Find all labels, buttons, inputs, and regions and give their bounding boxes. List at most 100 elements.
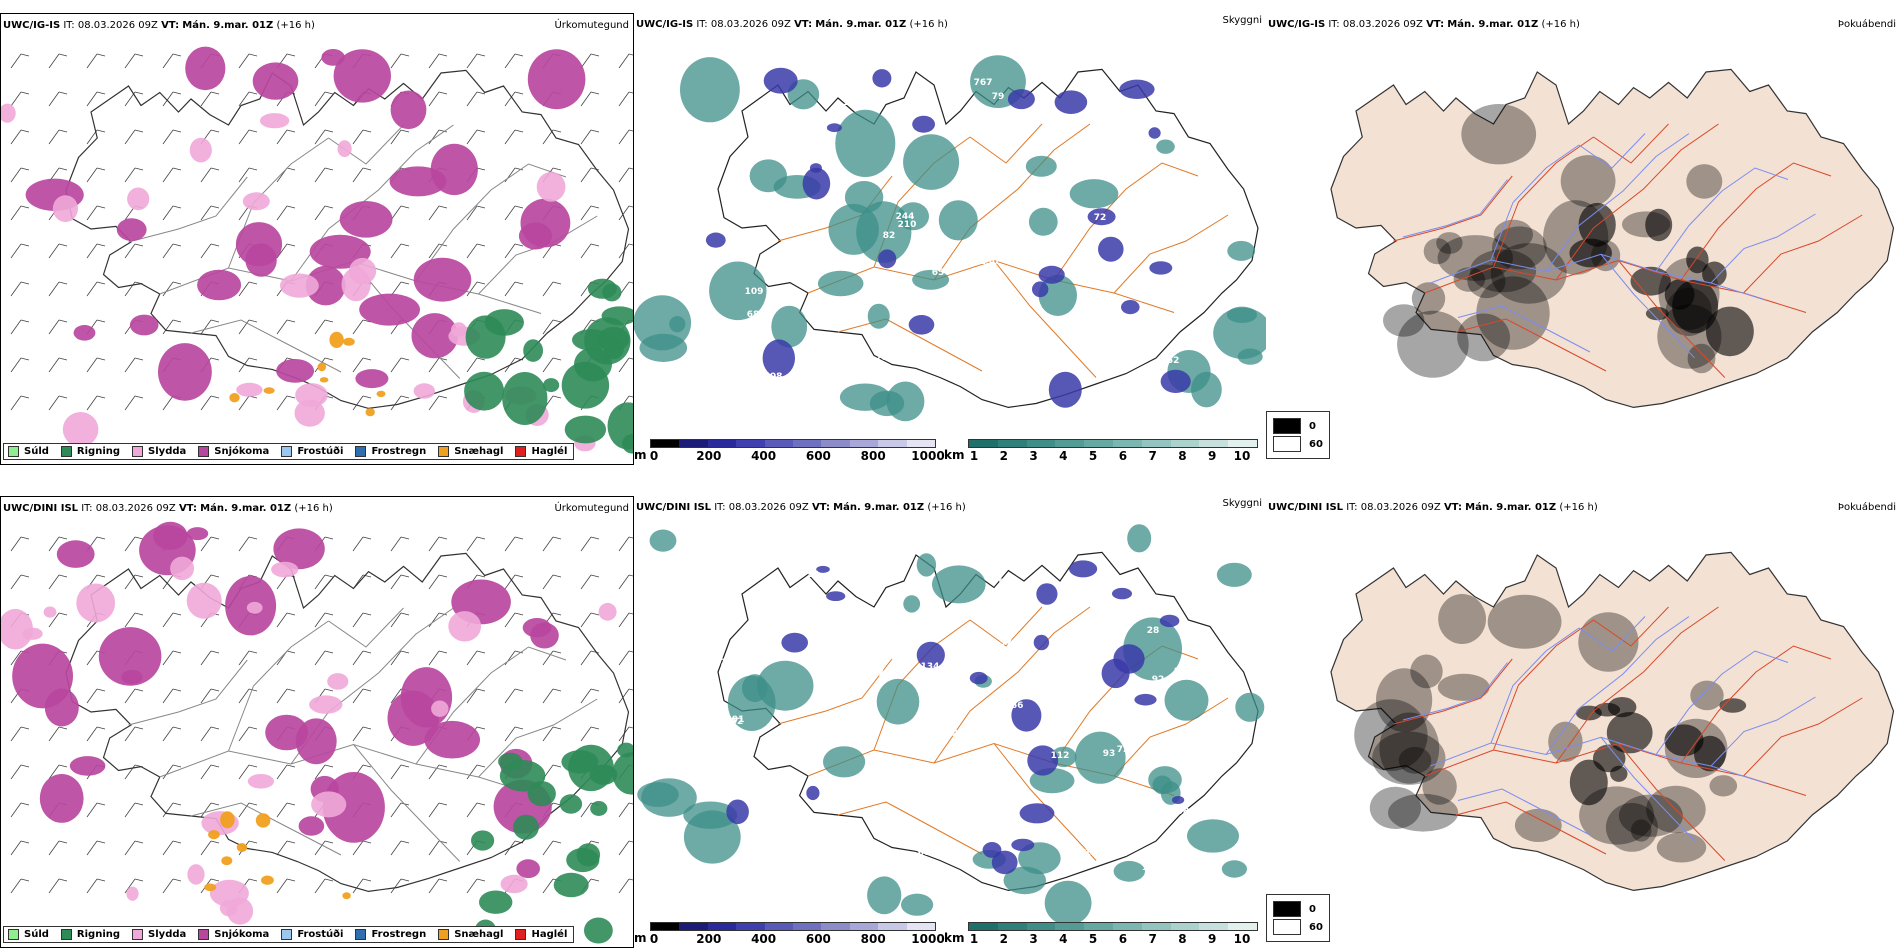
ceiling-label: 13 [1142, 863, 1155, 873]
ceiling-visibility-map: 67 62 210 85 68 11 156 144 102 125 357 148 139 921 73 7… [634, 55, 1266, 422]
ceiling-label: 139 [768, 140, 787, 150]
legend-swatch [281, 929, 293, 940]
ceiling-label: 85 [1120, 379, 1133, 389]
legend-item-2: Slydda [132, 929, 186, 940]
ceiling-label: 65 [932, 268, 945, 278]
ceiling-label: 959 [999, 578, 1018, 588]
ceiling-tick: 800 [860, 932, 886, 946]
ceiling-label: 82 [1073, 579, 1086, 589]
legend-item-1: Rigning [60, 929, 120, 940]
visibility-tick: 5 [1088, 449, 1098, 463]
ceiling-tick: 600 [805, 932, 831, 946]
panel-title: Skyggni [1222, 15, 1262, 26]
legend-swatch [438, 446, 450, 457]
ceiling-label: 46 [1160, 552, 1173, 562]
fog-legend-item-0: 0 [1273, 901, 1323, 917]
legend-swatch [132, 446, 144, 457]
panel-title: Úrkomutegund [554, 503, 629, 514]
visibility-tick: 8 [1178, 449, 1187, 463]
visibility-tick: 7 [1148, 932, 1157, 946]
fog-panel: Þokuábendi UWC/IG-IS IT: 08.03.2026 09Z … [1266, 13, 1900, 465]
precip-type-map [1, 521, 633, 944]
visibility-colorbar: 1 2 3 4 5 6 7 8 9 10 km [944, 922, 1258, 946]
ceiling-label: 10 [901, 628, 914, 638]
ceiling-label: 67 [822, 112, 835, 122]
ceiling-label: 99 [1126, 108, 1139, 118]
legend-item-4: Frostúði [281, 446, 343, 457]
ceiling-label: 108 [764, 372, 783, 382]
ceiling-label: 106 [748, 600, 767, 610]
ceiling-label: 11 [772, 145, 785, 155]
ceiling-label: 28 [1147, 626, 1160, 636]
legend-swatch [438, 929, 450, 940]
ceiling-visibility-panel: 81 68 72 72 53 52 714 35 28 46 205 22 130 112 134 251 24… [634, 496, 1266, 948]
ceiling-label: 452 [1161, 356, 1180, 366]
ceiling-unit: m [634, 448, 647, 462]
visibility-colorbar: 1 2 3 4 5 6 7 8 9 10 km [944, 439, 1258, 463]
fog-legend-item-1: 60 [1273, 436, 1323, 452]
legend-item-2: Slydda [132, 446, 186, 457]
ceiling-label: 57 [831, 322, 844, 332]
run-info: UWC/DINI ISL IT: 08.03.2026 09Z VT: Mán.… [636, 502, 966, 513]
ceiling-label: 210 [726, 358, 745, 368]
ceiling-label: 79 [992, 92, 1005, 102]
legend-item-3: Snjókoma [198, 446, 269, 457]
visibility-tick: 4 [1059, 449, 1068, 463]
ceiling-tick: 800 [860, 449, 886, 463]
ceiling-label: 259 [933, 193, 952, 203]
legend-swatch [198, 446, 210, 457]
ceiling-label: 53 [1088, 689, 1101, 699]
ceiling-label: 109 [745, 287, 764, 297]
legend-swatch [515, 446, 527, 457]
ceiling-label: 210 [898, 220, 917, 230]
visibility-tick: 5 [1088, 932, 1098, 946]
legend-item-0: Súld [8, 929, 49, 940]
ceiling-label: 130 [980, 257, 999, 267]
visibility-tick: 10 [1233, 449, 1251, 463]
ceiling-label: 72 [1094, 213, 1107, 223]
ceiling-label: 921 [1199, 106, 1218, 116]
legend-item-6: Snæhagl [438, 446, 503, 457]
ceiling-label: 248 [915, 614, 934, 624]
ceiling-label: 119 [950, 344, 969, 354]
ceiling-label: 72 [1117, 745, 1130, 755]
ceiling-label: 767 [974, 78, 993, 88]
ceiling-label: 357 [1110, 139, 1129, 149]
fog-map [1266, 496, 1900, 948]
ceiling-label: 73 [876, 353, 889, 363]
panel-title: Úrkomutegund [554, 20, 629, 31]
ceiling-tick: 1000 [911, 449, 945, 463]
visibility-tick: 9 [1208, 932, 1217, 946]
ceiling-label: 156 [1005, 227, 1024, 237]
fog-swatch [1273, 436, 1301, 452]
visibility-tick: 4 [1059, 932, 1068, 946]
legend-swatch [515, 929, 527, 940]
ceiling-visibility-panel: 67 62 210 85 68 11 156 144 102 125 357 148 139 921 73 7… [634, 13, 1266, 465]
fog-legend: 0 60 [1266, 894, 1330, 942]
fog-swatch [1273, 919, 1301, 935]
ceiling-label: 52 [731, 717, 744, 727]
legend-item-5: Frostregn [355, 446, 426, 457]
visibility-tick: 8 [1178, 932, 1187, 946]
ceiling-label: 38 [829, 76, 842, 86]
legend-item-7: Haglél [515, 929, 567, 940]
fog-map [1266, 13, 1900, 465]
ceiling-label: 12 [858, 789, 871, 799]
visibility-tick: 2 [999, 449, 1008, 463]
fog-swatch [1273, 418, 1301, 434]
visibility-unit: km [944, 931, 965, 945]
ceiling-label: 205 [721, 658, 740, 668]
fog-legend-item-0: 0 [1273, 418, 1323, 434]
ceiling-tick: 200 [696, 449, 722, 463]
legend-item-3: Snjókoma [198, 929, 269, 940]
ceiling-label: 22 [807, 570, 820, 580]
ceiling-label: 68 [747, 310, 760, 320]
ceiling-label: 16 [943, 292, 956, 302]
legend-swatch [355, 446, 367, 457]
ceiling-label: 60 [1144, 723, 1157, 733]
ceiling-label: 386 [1177, 807, 1196, 817]
ceiling-tick: 0 [649, 449, 659, 463]
precip-type-panel: Úrkomutegund UWC/DINI ISL IT: 08.03.2026… [0, 496, 634, 948]
legend-item-1: Rigning [60, 446, 120, 457]
ceiling-label: 102 [866, 293, 885, 303]
